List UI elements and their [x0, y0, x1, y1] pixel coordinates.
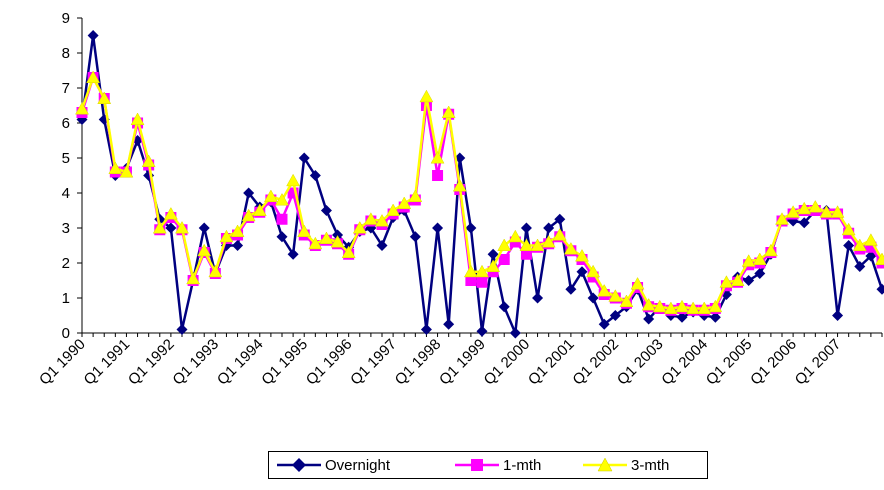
x-tick-label: Q1 2003	[614, 336, 667, 389]
x-tick-label: Q1 1994	[214, 336, 267, 389]
data-point	[432, 170, 443, 181]
x-tick-label: Q1 2004	[658, 336, 711, 389]
x-tick-label: Q1 1995	[258, 336, 311, 389]
x-tick-label: Q1 1991	[81, 336, 134, 389]
x-tick-label: Q1 1996	[303, 336, 356, 389]
y-tick-label: 7	[62, 80, 70, 97]
x-tick-label: Q1 2006	[747, 336, 800, 389]
legend-swatch-1mth	[455, 455, 499, 475]
data-point	[88, 30, 99, 41]
legend-label-1mth: 1-mth	[503, 457, 541, 474]
legend-item-overnight: Overnight	[277, 455, 390, 475]
y-tick-label: 6	[62, 115, 70, 132]
x-tick-label: Q1 2005	[703, 336, 756, 389]
data-point	[532, 293, 543, 304]
data-point	[499, 301, 510, 312]
y-tick-label: 2	[62, 255, 70, 272]
series-overnight	[77, 30, 884, 339]
legend-swatch-3mth	[583, 455, 627, 475]
data-point	[277, 214, 288, 225]
legend-item-3mth: 3-mth	[583, 455, 669, 475]
series-1-mth	[77, 72, 884, 316]
x-tick-label: Q1 2002	[569, 336, 622, 389]
x-tick-label: Q1 2001	[525, 336, 578, 389]
y-tick-label: 9	[62, 10, 70, 27]
x-tick-label: Q1 2007	[792, 336, 845, 389]
data-point	[588, 293, 599, 304]
data-point	[499, 254, 510, 265]
data-point	[321, 205, 332, 216]
x-tick-label: Q1 1998	[392, 336, 445, 389]
y-tick-label: 8	[62, 45, 70, 62]
y-tick-label: 5	[62, 150, 70, 167]
x-tick-label: Q1 2000	[481, 336, 534, 389]
data-point	[521, 223, 532, 234]
legend-swatch-overnight	[277, 455, 321, 475]
data-point	[477, 326, 488, 337]
data-point	[232, 240, 243, 251]
series-layer	[76, 30, 884, 339]
series-line	[82, 36, 882, 334]
data-point	[477, 277, 488, 288]
data-point	[287, 174, 300, 186]
x-tick-label: Q1 1999	[436, 336, 489, 389]
x-tick-label: Q1 1992	[125, 336, 178, 389]
y-tick-label: 4	[62, 185, 70, 202]
y-tick-label: 3	[62, 220, 70, 237]
data-point	[410, 231, 421, 242]
x-tick-label: Q1 1993	[169, 336, 222, 389]
legend-label-overnight: Overnight	[325, 457, 390, 474]
x-tick-label: Q1 1997	[347, 336, 400, 389]
y-tick-label: 1	[62, 290, 70, 307]
data-point	[199, 223, 210, 234]
data-point	[420, 90, 433, 102]
data-point	[832, 310, 843, 321]
legend: Overnight 1-mth 3-mth	[268, 451, 708, 479]
data-point	[509, 230, 522, 242]
data-point	[432, 223, 443, 234]
data-point	[443, 319, 454, 330]
data-point	[843, 240, 854, 251]
data-point	[465, 223, 476, 234]
x-tick-label: Q1 1990	[36, 336, 89, 389]
data-point	[864, 234, 877, 246]
legend-item-1mth: 1-mth	[455, 455, 541, 475]
legend-label-3mth: 3-mth	[631, 457, 669, 474]
y-tick-label: 0	[62, 325, 70, 342]
